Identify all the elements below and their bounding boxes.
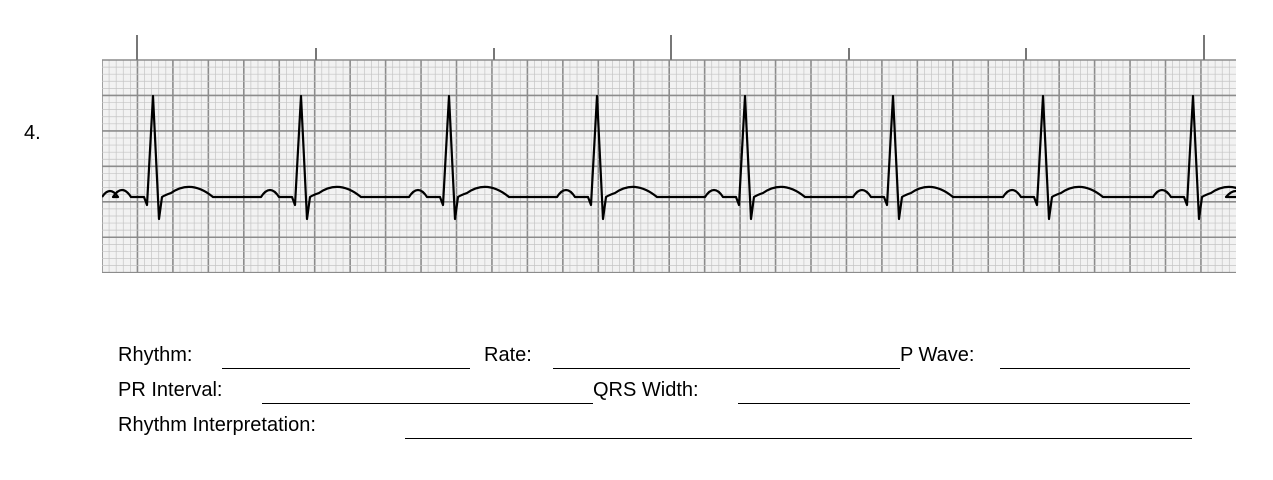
field-label: Rate: <box>484 344 532 366</box>
answer-line[interactable] <box>738 403 1190 404</box>
answer-line[interactable] <box>1000 368 1190 369</box>
answer-line[interactable] <box>405 438 1192 439</box>
field-label: QRS Width: <box>593 379 699 401</box>
ecg-strip <box>102 35 1236 273</box>
ecg-trace <box>102 94 1236 221</box>
answer-line[interactable] <box>222 368 470 369</box>
answer-line[interactable] <box>553 368 900 369</box>
answer-line[interactable] <box>262 403 593 404</box>
field-label: PR Interval: <box>118 379 223 401</box>
field-label: Rhythm: <box>118 344 193 366</box>
field-label: P Wave: <box>900 344 975 366</box>
question-number: 4. <box>24 122 41 144</box>
field-label: Rhythm Interpretation: <box>118 414 316 436</box>
